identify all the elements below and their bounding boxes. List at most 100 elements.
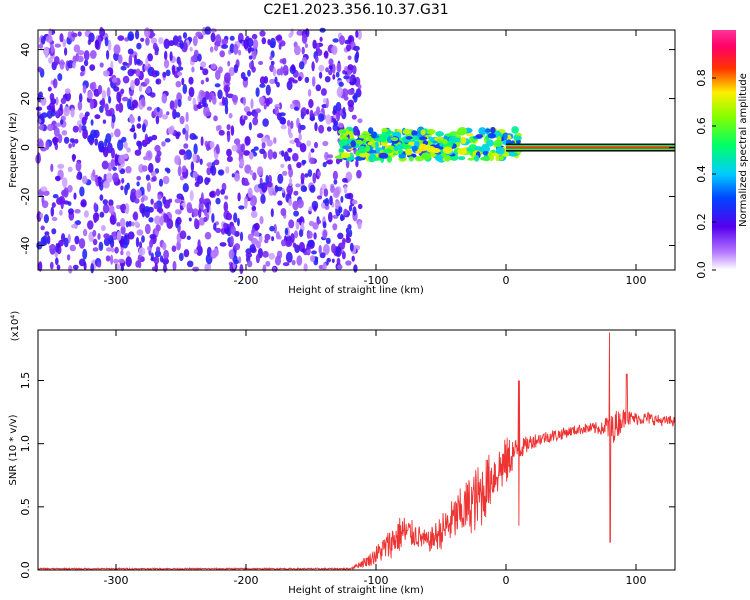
heatmap-cell xyxy=(140,37,145,42)
heatmap-cell xyxy=(110,254,114,265)
heatmap-cell xyxy=(307,169,313,178)
heatmap-cell xyxy=(204,263,209,272)
heatmap-cell xyxy=(442,146,453,154)
heatmap-cell xyxy=(72,125,79,133)
heatmap-cell xyxy=(73,44,81,53)
heatmap-cell xyxy=(402,129,412,135)
colorbar-gradient xyxy=(712,30,736,270)
heatmap-cell xyxy=(267,149,274,160)
heatmap-cell xyxy=(349,75,354,83)
heatmap-cell xyxy=(325,160,333,165)
heatmap-cell xyxy=(165,69,171,77)
heatmap-cell xyxy=(304,43,308,48)
heatmap-cell xyxy=(59,33,64,43)
heatmap-cell xyxy=(293,190,299,196)
heatmap-cell xyxy=(54,175,61,181)
heatmap-cell xyxy=(256,166,264,177)
heatmap-cell xyxy=(191,66,195,73)
heatmap-cell xyxy=(280,124,287,130)
heatmap-cell xyxy=(508,152,519,157)
heatmap-x-label: Height of straight line (km) xyxy=(288,285,424,296)
heatmap-cell xyxy=(69,244,77,252)
heatmap-cell xyxy=(201,97,207,107)
heatmap-cell xyxy=(428,136,433,140)
heatmap-cell xyxy=(280,208,287,216)
heatmap-cell xyxy=(188,86,195,98)
heatmap-cell xyxy=(338,81,344,87)
heatmap-cell xyxy=(92,238,98,246)
heatmap-cell xyxy=(258,96,265,104)
heatmap-cell xyxy=(280,163,285,168)
heatmap-cell xyxy=(35,106,43,111)
heatmap-cell xyxy=(185,111,189,123)
heatmap-cell xyxy=(198,208,202,218)
heatmap-cell xyxy=(304,76,310,83)
heatmap-cell xyxy=(136,181,140,187)
heatmap-cell xyxy=(137,254,141,264)
heatmap-cell xyxy=(154,250,162,258)
heatmap-cell xyxy=(272,151,278,159)
heatmap-cell xyxy=(119,204,127,211)
heatmap-cell xyxy=(277,173,284,184)
heatmap-cell xyxy=(57,73,63,82)
heatmap-cell xyxy=(250,200,255,206)
heatmap-cell xyxy=(38,124,45,131)
heatmap-cell xyxy=(252,172,257,181)
heatmap-cell xyxy=(274,76,278,85)
heatmap-cell xyxy=(138,85,143,92)
heatmap-cell xyxy=(351,255,355,262)
heatmap-cell xyxy=(335,157,341,165)
heatmap-cell xyxy=(333,120,339,127)
heatmap-cell xyxy=(89,98,95,110)
heatmap-cell xyxy=(435,131,444,137)
heatmap-cell xyxy=(289,103,295,110)
heatmap-cell xyxy=(169,51,173,62)
heatmap-cell xyxy=(343,185,348,194)
x-tick-label: -300 xyxy=(104,274,129,287)
heatmap-cell xyxy=(135,189,142,199)
heatmap-cell xyxy=(121,177,125,184)
heatmap-cell xyxy=(332,63,336,74)
heatmap-cell xyxy=(247,69,251,77)
heatmap-cell xyxy=(54,43,61,48)
heatmap-cell xyxy=(62,38,67,48)
heatmap-cell xyxy=(158,206,163,214)
heatmap-cell xyxy=(482,143,489,148)
heatmap-cell xyxy=(294,45,301,56)
heatmap-cell xyxy=(513,135,522,141)
heatmap-cell xyxy=(104,103,109,113)
heatmap-cell xyxy=(244,164,252,174)
heatmap-cell xyxy=(292,200,299,211)
heatmap-cell xyxy=(228,249,235,260)
heatmap-cell xyxy=(78,124,82,134)
heatmap-cell xyxy=(195,31,203,38)
heatmap-cell xyxy=(246,260,253,268)
heatmap-cell xyxy=(259,216,264,225)
heatmap-cell xyxy=(386,155,392,163)
heatmap-cell xyxy=(111,113,116,123)
heatmap-cell xyxy=(103,173,108,182)
heatmap-cell xyxy=(126,147,131,153)
snr-panel: -300 -200 -100 0 100 0.0 0.5 1.0 1.5 Height of … xyxy=(8,311,676,596)
heatmap-cell xyxy=(134,198,140,204)
heatmap-cell xyxy=(325,237,331,245)
heatmap-cell xyxy=(289,177,293,187)
heatmap-cell xyxy=(60,119,64,125)
heatmap-cell xyxy=(146,182,151,193)
heatmap-cell xyxy=(270,60,275,66)
heatmap-cell xyxy=(251,205,257,212)
heatmap-cell xyxy=(166,111,170,116)
heatmap-cell xyxy=(252,151,258,157)
heatmap-cell xyxy=(341,251,346,260)
heatmap-cell xyxy=(337,264,343,270)
colorbar: 0.0 0.2 0.4 0.6 0.8 Normalized spectral ampl… xyxy=(695,30,749,279)
heatmap-cell xyxy=(175,132,180,140)
heatmap-cell xyxy=(172,260,177,271)
heatmap-cell xyxy=(162,114,168,120)
heatmap-cell xyxy=(264,238,269,244)
heatmap-cell xyxy=(291,259,296,266)
heatmap-cell xyxy=(351,199,358,205)
heatmap-cell xyxy=(268,252,275,260)
snr-x-label: Height of straight line (km) xyxy=(288,585,424,596)
heatmap-cell xyxy=(223,201,229,212)
